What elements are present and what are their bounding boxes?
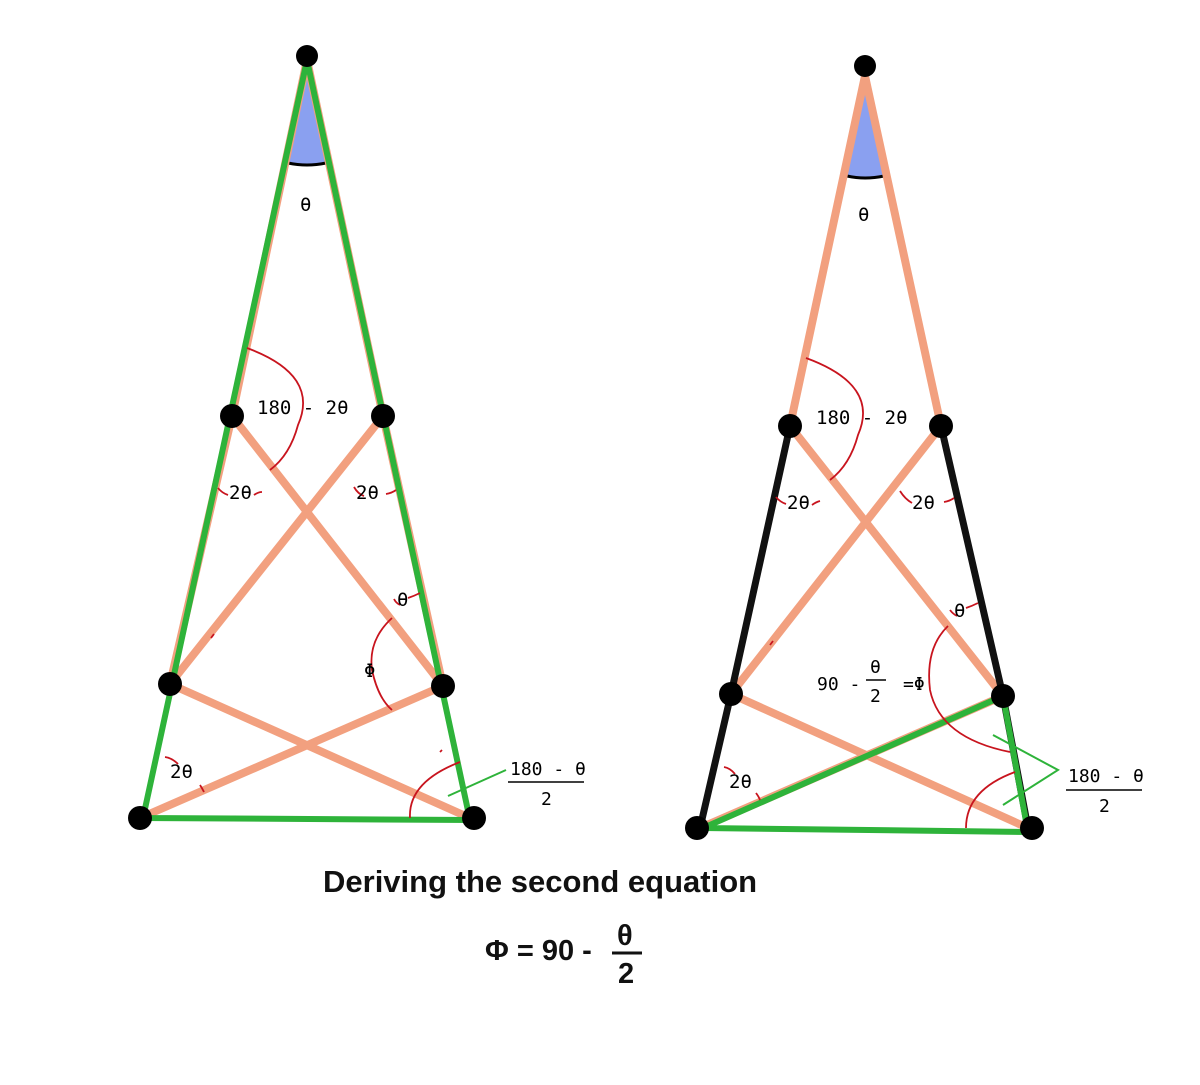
left-node-mid-left [158, 672, 182, 696]
right-arc-180-2theta [805, 357, 864, 481]
left-label-frac-den: 2 [541, 789, 552, 810]
left-arc-theta-mid [393, 598, 401, 606]
right-node-bottom-right [1020, 816, 1044, 840]
right-arc-theta-mid-b [965, 602, 979, 609]
derived-equation: Φ = 90 - θ 2 [485, 920, 642, 990]
right-node-upper-left [778, 414, 802, 438]
right-pointer-lines [992, 734, 1060, 806]
right-arc-theta-mid [949, 609, 958, 617]
left-figure: θ 180 - 2θ 2θ 2θ θ Φ 2θ 180 - θ 2 [128, 45, 586, 830]
right-figure: θ 180 - 2θ 2θ 2θ θ 90 - θ 2 =Φ 2θ 180 - … [685, 55, 1144, 840]
right-arc-phi [928, 625, 1011, 753]
left-label-2theta-left-upper: 2θ [229, 482, 252, 504]
right-black-left-mid [727, 422, 794, 698]
right-label-phi-prefix: 90 - [817, 674, 860, 695]
left-arc-tiny-2 [439, 749, 443, 753]
right-label-2theta-right: 2θ [912, 492, 935, 514]
right-node-apex [854, 55, 876, 77]
right-stick-cross-c [727, 690, 1032, 832]
left-green-triangle [139, 59, 474, 824]
left-node-upper-left [220, 404, 244, 428]
left-label-180-2theta: 180 - 2θ [257, 397, 349, 419]
right-stick-left-upper [786, 72, 869, 430]
right-node-mid-right [991, 684, 1015, 708]
right-label-frac-den: 2 [1099, 796, 1110, 817]
left-arc-2theta-left-upper [217, 487, 229, 496]
left-stick-cross-c [166, 680, 474, 822]
right-apex-angle-arc [846, 174, 885, 180]
left-node-bottom-left [128, 806, 152, 830]
left-node-apex [296, 45, 318, 67]
right-label-phi-num: θ [870, 657, 881, 678]
left-label-frac-num: 180 - θ [510, 759, 586, 780]
right-green-triangle [701, 691, 1032, 836]
right-arc-2theta-left [775, 496, 787, 505]
left-node-bottom-right [462, 806, 486, 830]
left-arc-2theta-bottom-b [199, 784, 205, 793]
left-label-theta-apex: θ [300, 194, 311, 216]
right-node-mid-left [719, 682, 743, 706]
right-arc-tiny-1 [769, 640, 774, 646]
left-arc-bottom-right [409, 761, 461, 819]
right-arc-2theta-bottom [723, 766, 736, 775]
right-black-left-low [696, 690, 735, 832]
right-label-theta-apex: θ [858, 204, 869, 226]
left-pointer-line [447, 769, 507, 797]
right-label-180-2theta: 180 - 2θ [816, 407, 908, 429]
left-label-theta-mid: θ [397, 589, 408, 611]
left-arc-phi [370, 617, 393, 711]
left-label-2theta-right-upper: 2θ [356, 482, 379, 504]
equation-lhs: Φ = 90 - [485, 935, 592, 967]
left-stick-cross-b [166, 412, 387, 688]
left-arc-180-2theta [246, 347, 304, 471]
right-label-phi-den: 2 [870, 686, 881, 707]
equation-numerator: θ [617, 920, 633, 952]
right-label-2theta-left: 2θ [787, 492, 810, 514]
right-label-theta-mid: θ [954, 600, 965, 622]
caption-title: Deriving the second equation [323, 864, 757, 899]
right-node-upper-right [929, 414, 953, 438]
equation-denominator: 2 [618, 958, 634, 990]
left-arc-tiny-1 [210, 633, 215, 639]
right-arc-2theta-right [899, 490, 913, 504]
left-arc-2theta-right-upper [353, 486, 365, 497]
right-apex-angle-wedge [847, 76, 884, 178]
left-node-upper-right [371, 404, 395, 428]
right-label-frac-num: 180 - θ [1068, 766, 1144, 787]
left-apex-angle-arc [287, 161, 327, 167]
right-arc-2theta-right-b [943, 497, 955, 503]
right-arc-2theta-left-b [811, 500, 821, 506]
left-arc-2theta-bottom [164, 756, 179, 765]
left-stick-cross-a [228, 412, 447, 690]
right-black-right-mid [937, 422, 1007, 700]
left-label-phi: Φ [364, 660, 375, 682]
right-label-2theta-bottom: 2θ [729, 771, 752, 793]
left-label-2theta-bottom: 2θ [170, 761, 193, 783]
left-arc-2theta-right-upper-b [385, 489, 397, 495]
right-stick-cross-a [786, 422, 1007, 700]
right-arc-bottom-right [965, 771, 1016, 829]
right-stick-cross-b [727, 422, 945, 698]
left-arc-theta-mid-b [407, 592, 421, 599]
left-apex-angle-wedge [288, 60, 326, 165]
right-arc-2theta-bottom-b [755, 792, 761, 801]
left-stick-cross-d [136, 682, 447, 822]
right-label-phi-suffix: =Φ [903, 674, 925, 695]
right-node-bottom-left [685, 816, 709, 840]
left-arc-2theta-left-upper-b [253, 491, 263, 496]
right-stick-right-upper [861, 72, 945, 430]
left-node-mid-right [431, 674, 455, 698]
